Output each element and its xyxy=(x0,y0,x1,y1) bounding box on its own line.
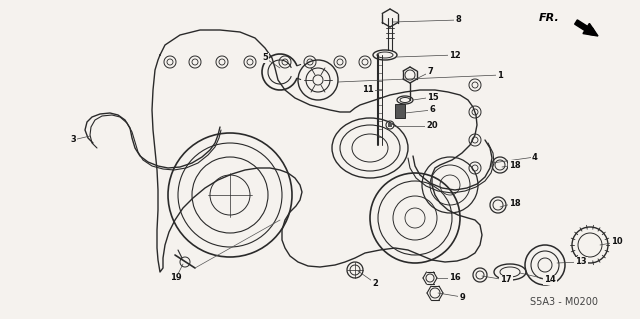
Text: 3: 3 xyxy=(70,136,76,145)
FancyArrow shape xyxy=(575,20,598,36)
Text: 14: 14 xyxy=(544,276,556,285)
Text: 19: 19 xyxy=(170,273,182,283)
Text: 6: 6 xyxy=(429,106,435,115)
Text: 5: 5 xyxy=(262,54,268,63)
Bar xyxy=(395,104,405,118)
Text: 12: 12 xyxy=(449,50,461,60)
Text: 17: 17 xyxy=(500,276,512,285)
Polygon shape xyxy=(388,123,392,127)
Text: 18: 18 xyxy=(509,160,521,169)
Text: 18: 18 xyxy=(509,198,521,207)
Text: 15: 15 xyxy=(427,93,439,101)
Text: 11: 11 xyxy=(362,85,374,94)
Text: S5A3 - M0200: S5A3 - M0200 xyxy=(530,297,598,307)
Text: 8: 8 xyxy=(455,16,461,25)
Text: 9: 9 xyxy=(459,293,465,301)
Text: 7: 7 xyxy=(427,68,433,77)
Text: 10: 10 xyxy=(611,238,623,247)
Text: 20: 20 xyxy=(426,122,438,130)
Text: FR.: FR. xyxy=(540,13,560,23)
Text: 2: 2 xyxy=(372,278,378,287)
Text: 1: 1 xyxy=(497,70,503,79)
Text: 4: 4 xyxy=(532,152,538,161)
Text: 13: 13 xyxy=(575,257,587,266)
Text: 16: 16 xyxy=(449,273,461,283)
